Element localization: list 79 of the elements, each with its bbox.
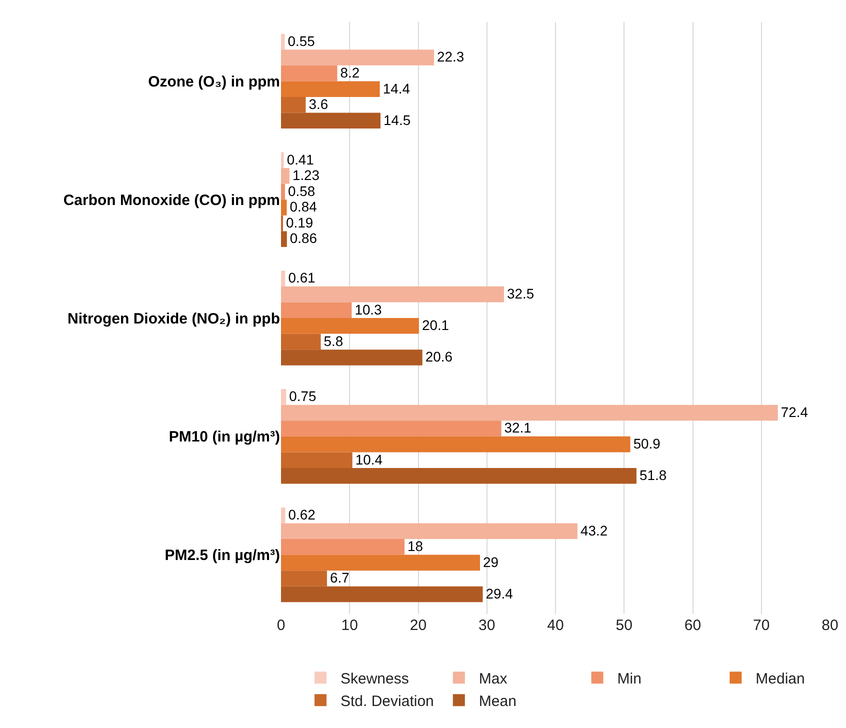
bar: [281, 286, 504, 302]
data-label: 0.19: [286, 214, 314, 230]
y-tick-label: Ozone (O₃) in ppm: [148, 73, 280, 90]
x-tick-label: 20: [410, 617, 427, 634]
bar: [281, 231, 287, 247]
bar: [281, 350, 422, 366]
bar: [281, 507, 286, 524]
data-label: 10.3: [354, 301, 382, 318]
bar: [281, 184, 285, 200]
bar: [281, 270, 286, 286]
bar: [281, 112, 381, 129]
data-label: 29: [483, 554, 499, 570]
data-label: 29.4: [486, 585, 514, 602]
data-label: 22.3: [437, 48, 464, 65]
data-label: 0.84: [290, 198, 318, 215]
bar: [281, 570, 327, 586]
bar: [281, 389, 286, 405]
data-label: 0.62: [288, 506, 316, 523]
bar: [281, 152, 284, 168]
data-label: 5.8: [324, 332, 344, 349]
bar: [281, 436, 630, 452]
data-label: 32.5: [507, 285, 534, 302]
x-tick-label: 10: [341, 617, 358, 634]
data-label: 1.23: [292, 167, 320, 184]
bar: [281, 420, 502, 436]
bar: [281, 34, 285, 50]
legend-label: Max: [478, 670, 508, 688]
data-label: 6.7: [330, 570, 350, 586]
data-label: 18: [408, 538, 424, 554]
data-label: 0.61: [288, 270, 316, 286]
bar: [281, 302, 352, 318]
bar: [281, 404, 778, 421]
data-label: 0.75: [289, 388, 317, 404]
bar: [281, 65, 338, 82]
data-label: 20.6: [425, 348, 453, 365]
bar: [281, 468, 636, 484]
y-tick-label: PM2.5 (in µg/m³): [164, 547, 280, 564]
data-label: 20.1: [422, 317, 450, 334]
data-label: 72.4: [780, 404, 808, 420]
y-tick-label: PM10 (in µg/m³): [168, 428, 280, 446]
x-tick-label: 40: [547, 617, 564, 634]
bar: [281, 318, 419, 334]
bar: [281, 539, 405, 555]
data-label: 32.1: [504, 420, 532, 436]
legend-label: Std. Deviation: [340, 692, 434, 710]
data-label: 0.55: [288, 32, 316, 49]
bar: [281, 81, 380, 97]
bar: [281, 168, 290, 184]
bar: [281, 334, 321, 350]
y-tick-label: Carbon Monoxide (CO) in ppm: [63, 192, 280, 209]
bar: [281, 523, 578, 540]
data-label: 0.41: [286, 151, 314, 168]
legend-label: Mean: [478, 692, 516, 710]
x-tick-label: 80: [822, 617, 838, 634]
legend-label: Skewness: [340, 670, 409, 688]
bar: [281, 554, 480, 571]
data-label: 0.86: [290, 230, 318, 246]
legend-label: Median: [756, 670, 805, 688]
bar: [281, 50, 434, 66]
data-label: 10.4: [355, 451, 383, 468]
data-label: 50.9: [633, 435, 661, 452]
data-label: 43.2: [580, 522, 608, 538]
x-tick-label: 30: [478, 617, 496, 634]
x-tick-label: 0: [276, 617, 286, 634]
bar: [281, 586, 483, 602]
x-tick-label: 70: [753, 617, 770, 634]
data-label: 51.8: [639, 467, 667, 484]
data-label: 3.6: [308, 96, 328, 112]
data-label: 0.58: [288, 182, 316, 199]
data-label: 8.2: [340, 64, 360, 80]
data-label: 14.4: [382, 80, 410, 96]
bar: [281, 452, 352, 468]
legend-label: Min: [617, 670, 642, 688]
bar: [281, 200, 287, 216]
x-tick-label: 50: [616, 617, 632, 634]
data-label: 14.5: [384, 112, 411, 128]
y-tick-label: Nitrogen Dioxide (NO₂) in ppb: [68, 310, 280, 328]
bar: [281, 96, 306, 113]
x-tick-label: 60: [684, 617, 702, 634]
